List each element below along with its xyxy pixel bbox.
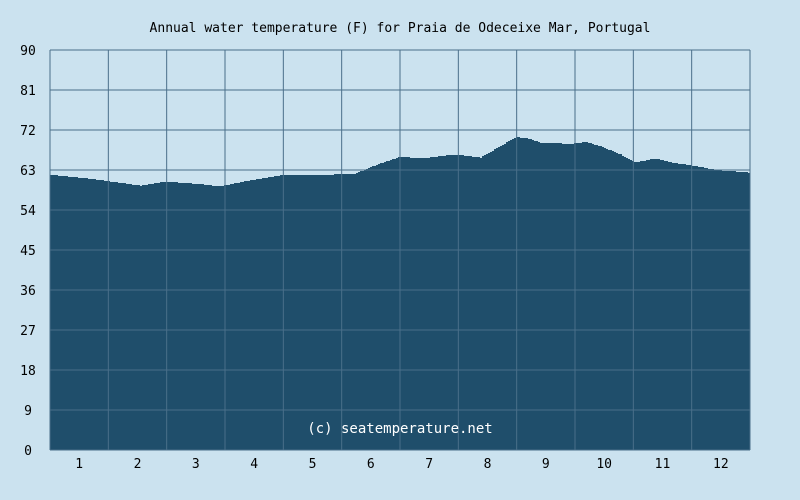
- x-tick-label: 12: [713, 457, 729, 472]
- x-tick-label: 4: [250, 457, 258, 472]
- x-tick-label: 6: [367, 457, 375, 472]
- y-tick-label: 27: [20, 324, 36, 339]
- x-tick-label: 11: [655, 457, 671, 472]
- grid: [49, 49, 751, 451]
- x-tick-label: 9: [542, 457, 550, 472]
- x-tick-label: 8: [484, 457, 492, 472]
- y-tick-label: 45: [20, 244, 36, 259]
- y-tick-label: 9: [24, 404, 32, 419]
- y-tick-label: 0: [24, 444, 32, 459]
- watermark: (c) seatemperature.net: [307, 421, 492, 437]
- x-tick-label: 3: [192, 457, 200, 472]
- x-tick-label: 1: [75, 457, 83, 472]
- chart-title: Annual water temperature (F) for Praia d…: [150, 21, 651, 36]
- y-tick-label: 36: [20, 284, 36, 299]
- x-axis-ticks: 1 2 3 4 5 6 7 8 9 10 11 12: [75, 457, 728, 472]
- y-tick-label: 72: [20, 124, 36, 139]
- x-tick-label: 7: [425, 457, 433, 472]
- y-tick-label: 63: [20, 164, 36, 179]
- y-tick-label: 18: [20, 364, 36, 379]
- y-tick-label: 54: [20, 204, 36, 219]
- y-tick-label: 81: [20, 84, 36, 99]
- x-tick-label: 10: [596, 457, 612, 472]
- y-axis-ticks: 0 9 18 27 36 45 54 63 72 81 90: [20, 44, 36, 459]
- x-tick-label: 2: [134, 457, 142, 472]
- x-tick-label: 5: [309, 457, 317, 472]
- y-tick-label: 90: [20, 44, 36, 59]
